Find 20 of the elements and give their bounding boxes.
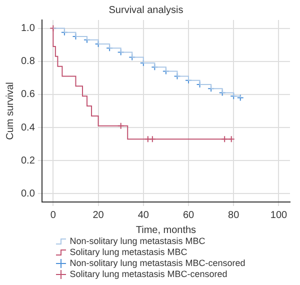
y-tick-label: 0.4 <box>20 122 36 134</box>
x-tick-label: 20 <box>92 210 104 221</box>
y-axis-title: Cum survival <box>4 82 16 140</box>
y-tick-label: 0.8 <box>20 56 36 68</box>
x-tick-label: 100 <box>270 210 288 221</box>
legend-label: Solitary lung metastasis MBC-censored <box>70 269 228 280</box>
legend-label: Non-solitary lung metastasis MBC <box>70 236 206 247</box>
point <box>236 94 244 102</box>
y-tick-label: 0.0 <box>20 188 36 200</box>
x-tick-label: 40 <box>138 210 150 221</box>
chart-title: Survival analysis <box>108 4 184 16</box>
legend-label: Non-solitary lung metastasis MBC-censored <box>70 258 246 269</box>
x-axis-title: Time, months <box>136 224 196 236</box>
x-tick-label: 80 <box>228 210 240 221</box>
y-tick-label: 0.6 <box>20 89 36 100</box>
x-tick-label: 60 <box>182 210 195 221</box>
y-tick-label: 0.2 <box>20 155 36 166</box>
x-tick-label: 0 <box>50 210 56 221</box>
y-tick-label: 1.0 <box>20 23 36 34</box>
legend-label: Solitary lung metastasis MBC <box>70 247 188 258</box>
